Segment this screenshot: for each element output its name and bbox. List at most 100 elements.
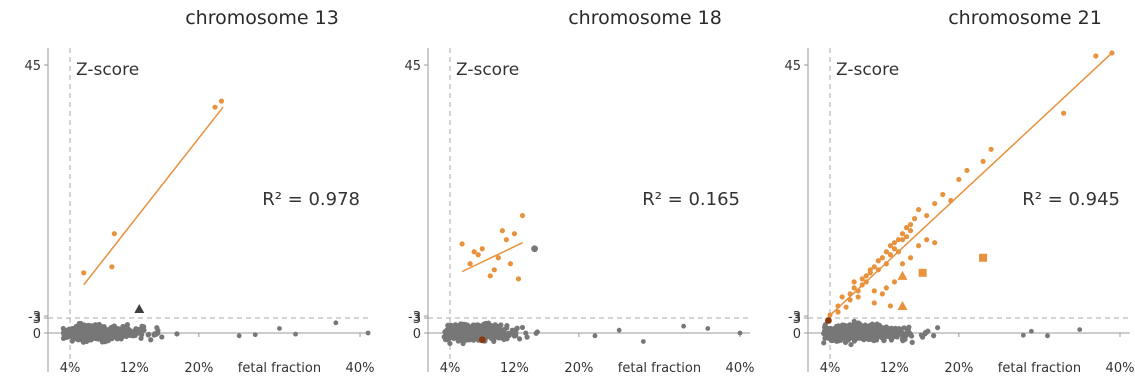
data-point xyxy=(932,240,938,246)
fit-line xyxy=(827,52,1113,318)
cloud-point xyxy=(852,328,858,334)
cloud-point xyxy=(78,320,84,327)
cloud-point xyxy=(138,335,144,341)
data-point xyxy=(212,104,218,110)
cloud-point xyxy=(145,332,151,338)
cloud-point xyxy=(519,324,526,331)
cloud-point xyxy=(909,339,915,345)
data-point xyxy=(511,231,518,237)
data-point-triangle xyxy=(897,300,908,310)
cloud-outlier-point xyxy=(1028,328,1034,334)
data-point xyxy=(855,294,861,300)
cloud-point xyxy=(509,329,515,335)
cloud-point xyxy=(481,324,487,330)
data-point xyxy=(883,261,889,267)
data-point xyxy=(847,291,853,297)
data-point xyxy=(871,300,877,306)
cloud-outlier-point xyxy=(592,333,598,339)
cloud-point xyxy=(453,329,459,335)
cloud-point xyxy=(857,326,863,333)
cloud-point xyxy=(902,336,908,342)
cloud-point xyxy=(445,323,451,329)
y-axis-label: Z-score xyxy=(836,60,899,80)
data-point-triangle xyxy=(134,303,145,313)
data-point xyxy=(471,249,477,255)
cloud-outlier-point xyxy=(1020,332,1026,338)
data-point xyxy=(903,225,910,231)
cloud-point xyxy=(533,330,539,336)
data-point xyxy=(924,212,930,219)
cloud-point xyxy=(155,327,161,334)
cloud-point xyxy=(904,329,910,335)
data-point xyxy=(824,317,832,324)
cloud-point xyxy=(861,335,867,341)
cloud-outlier-point xyxy=(277,326,282,331)
y-tick-label: 45 xyxy=(784,59,801,74)
cloud-outlier-point xyxy=(365,330,371,336)
chart-panel-1: chromosome 13 45 30 -3 4% 12% 20% 40% fetal frac… xyxy=(24,7,374,376)
cloud-outlier-point xyxy=(236,333,242,339)
data-point xyxy=(1093,53,1099,59)
data-point xyxy=(883,249,889,255)
data-point xyxy=(495,255,501,261)
chart-panel-3: chromosome 21 45 30 -3 4% 12% 20% 40% fetal frac… xyxy=(784,7,1134,376)
data-point xyxy=(855,288,861,294)
cloud-point xyxy=(130,330,136,336)
series-1 xyxy=(459,212,526,282)
cloud-point xyxy=(922,331,928,337)
data-point xyxy=(839,294,845,300)
fit-line xyxy=(83,106,224,286)
series-4 xyxy=(824,317,832,324)
series-2 xyxy=(918,253,988,277)
data-point xyxy=(863,279,869,285)
x-tick-label: 4% xyxy=(820,361,841,376)
cloud-point xyxy=(504,336,510,342)
chart-title: chromosome 13 xyxy=(185,7,339,29)
cloud-point xyxy=(124,322,131,328)
cloud-point xyxy=(116,329,122,335)
background-cloud xyxy=(441,320,743,347)
y-tick-label: 0 xyxy=(33,327,41,342)
cloud-point xyxy=(69,332,76,338)
data-point xyxy=(863,273,869,279)
data-point xyxy=(515,276,522,282)
data-point xyxy=(827,312,833,318)
data-point xyxy=(478,336,486,344)
cloud-point xyxy=(868,327,874,333)
cloud-point xyxy=(874,321,880,327)
x-tick-label: 4% xyxy=(440,361,461,376)
cloud-point xyxy=(462,329,468,335)
cloud-point xyxy=(470,323,476,329)
x-tick-label: 20% xyxy=(564,361,593,376)
data-point xyxy=(895,237,902,243)
data-point xyxy=(879,255,885,261)
cloud-point xyxy=(889,334,895,340)
cloud-point xyxy=(524,334,530,340)
cloud-point xyxy=(856,335,862,341)
data-point xyxy=(871,288,877,294)
data-point xyxy=(895,249,902,255)
cloud-point xyxy=(496,335,502,341)
x-tick-label: 12% xyxy=(500,361,529,376)
cloud-point xyxy=(469,329,476,335)
cloud-point xyxy=(493,330,499,336)
data-point xyxy=(503,237,509,243)
cloud-point xyxy=(898,326,904,332)
y-tick-label: -3 xyxy=(28,310,41,325)
chart-title: chromosome 18 xyxy=(568,7,722,29)
cloud-point xyxy=(97,323,103,329)
data-point xyxy=(907,222,914,228)
y-tick-label: 0 xyxy=(793,327,801,342)
x-tick-label: 40% xyxy=(726,361,755,376)
cloud-point xyxy=(931,333,937,339)
cloud-point xyxy=(460,340,466,347)
cloud-point xyxy=(835,334,841,340)
cloud-point xyxy=(86,324,92,330)
cloud-point xyxy=(116,333,122,339)
data-point xyxy=(871,264,877,270)
cloud-point xyxy=(445,337,452,343)
data-point xyxy=(887,303,894,309)
cloud-point xyxy=(107,333,113,339)
data-point xyxy=(843,304,849,310)
background-cloud xyxy=(821,318,1083,348)
